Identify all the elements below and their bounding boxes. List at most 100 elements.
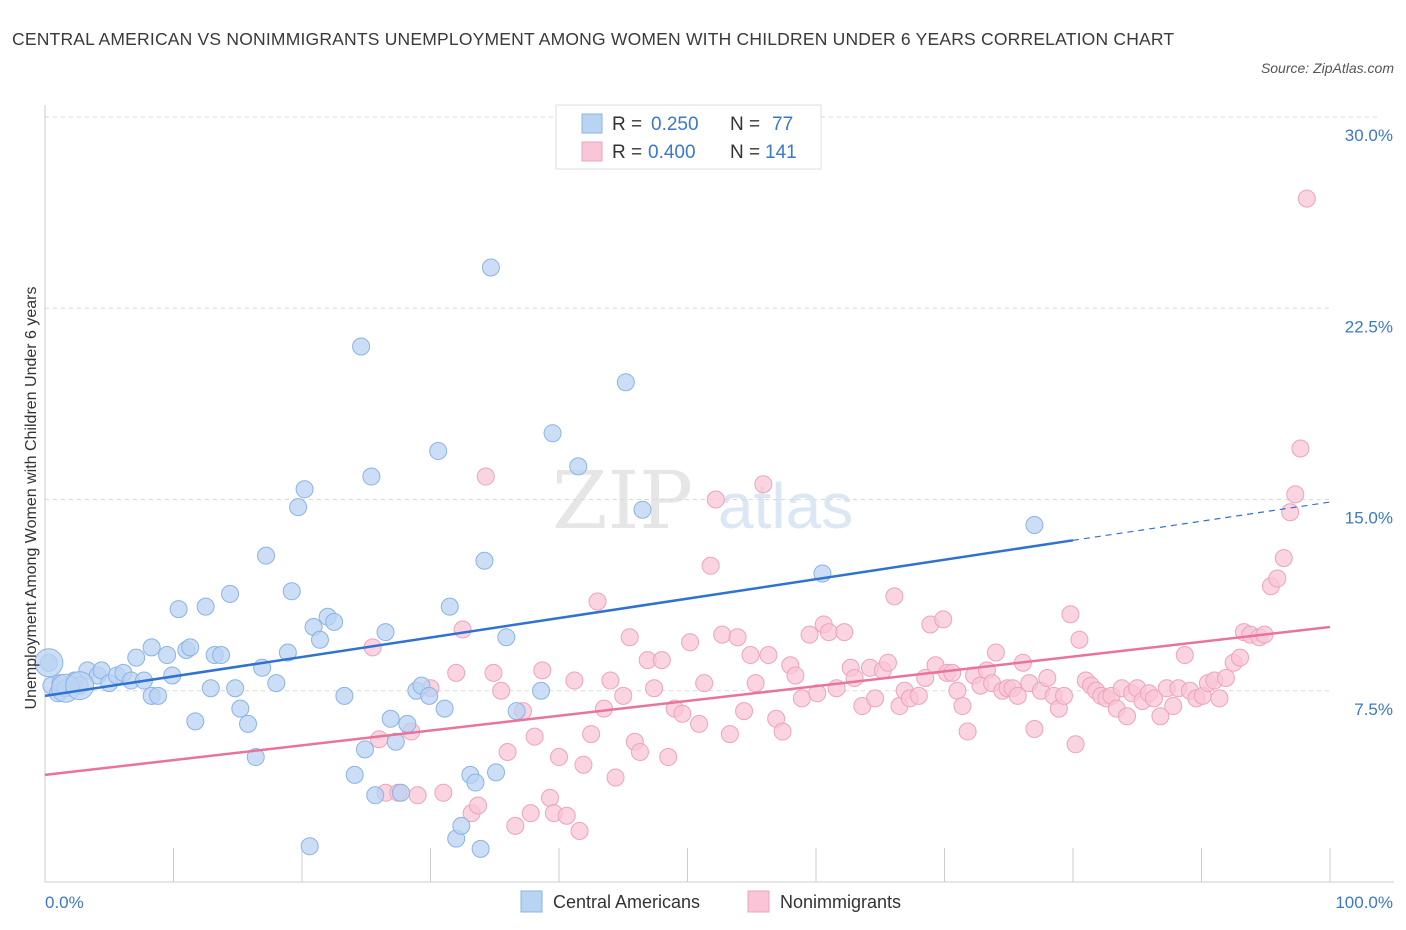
nonimmigrants-point bbox=[1008, 686, 1027, 705]
central-americans-point bbox=[289, 498, 308, 517]
nonimmigrants-point bbox=[878, 653, 897, 672]
nonimmigrants-point bbox=[1066, 735, 1085, 754]
central-americans-point bbox=[429, 442, 448, 461]
y-tick-label: 30.0% bbox=[1345, 126, 1393, 145]
central-americans-point bbox=[391, 783, 410, 802]
central-americans-point bbox=[352, 337, 371, 356]
central-americans-point bbox=[186, 712, 205, 731]
y-tick-label: 15.0% bbox=[1345, 509, 1393, 528]
nonimmigrants-point bbox=[885, 587, 904, 606]
nonimmigrants-point bbox=[476, 467, 495, 486]
central-americans-point bbox=[295, 480, 314, 499]
nonimmigrants-point bbox=[786, 666, 805, 685]
central-americans-point bbox=[475, 551, 494, 570]
axes bbox=[44, 105, 1394, 883]
central-americans-point bbox=[532, 681, 551, 700]
nonimmigrants-point bbox=[469, 796, 488, 815]
central-americans-point bbox=[452, 816, 471, 835]
nonimmigrants-point bbox=[948, 681, 967, 700]
nonimmigrants-point bbox=[909, 686, 928, 705]
central-americans-point bbox=[169, 600, 188, 619]
central-americans-point bbox=[325, 612, 344, 631]
nonimmigrants-point bbox=[588, 592, 607, 611]
nonimmigrants-point bbox=[741, 646, 760, 665]
nonimmigrants-point bbox=[1286, 485, 1305, 504]
central-americans-point bbox=[1025, 516, 1044, 534]
legend-n-label: N = bbox=[730, 142, 760, 163]
nonimmigrants-point bbox=[1297, 189, 1316, 208]
x-tick-labels: 0.0% 100.0% bbox=[45, 893, 1393, 912]
central-americans-point bbox=[471, 839, 490, 858]
nonimmigrants-point bbox=[582, 725, 601, 744]
nonimmigrants-point bbox=[525, 727, 544, 746]
central-americans-point bbox=[398, 714, 417, 733]
source-label: Source: ZipAtlas.com bbox=[1260, 60, 1394, 76]
nonimmigrants-point bbox=[1231, 648, 1250, 667]
nonimmigrants-point bbox=[570, 822, 589, 840]
nonimmigrants-point bbox=[773, 722, 792, 741]
nonimmigrants-point bbox=[630, 742, 649, 761]
bottom-legend-swatch-nonimmigrants bbox=[747, 890, 770, 913]
central-americans-point-large bbox=[65, 671, 95, 701]
nonimmigrants-point bbox=[866, 689, 885, 708]
nonimmigrants-point bbox=[1291, 439, 1310, 458]
central-americans-point bbox=[300, 837, 319, 856]
legend-r-label: R = bbox=[612, 142, 642, 163]
nonimmigrants-point bbox=[1070, 630, 1089, 649]
nonimmigrants-point bbox=[659, 748, 678, 767]
grid-lines bbox=[45, 116, 1380, 692]
central-americans-point bbox=[267, 674, 286, 693]
nonimmigrants-point bbox=[1164, 697, 1183, 716]
central-americans-trend-extension bbox=[1072, 501, 1331, 541]
top-legend: R = 0.250 N = 77 R = 0.400 N = 141 bbox=[555, 104, 822, 170]
nonimmigrants-point bbox=[1216, 669, 1235, 687]
central-americans-point bbox=[543, 424, 562, 443]
nonimmigrants-point bbox=[1061, 605, 1080, 624]
chart-title: CENTRAL AMERICAN VS NONIMMIGRANTS UNEMPL… bbox=[12, 29, 1175, 49]
nonimmigrants-point bbox=[953, 697, 972, 716]
bottom-legend: Central Americans Nonimmigrants bbox=[520, 890, 901, 913]
nonimmigrants-point bbox=[1025, 720, 1044, 738]
legend-swatch-central-americans bbox=[581, 113, 603, 134]
central-americans-point bbox=[181, 638, 200, 657]
central-americans-point bbox=[246, 748, 265, 767]
central-americans-point bbox=[569, 457, 588, 476]
central-americans-point bbox=[616, 373, 635, 392]
central-americans-point-large bbox=[34, 648, 64, 678]
central-americans-point bbox=[420, 686, 439, 705]
central-americans-point bbox=[487, 763, 506, 782]
central-americans-point bbox=[362, 467, 381, 486]
y-axis-label: Unemployment Among Women with Children U… bbox=[23, 286, 40, 709]
nonimmigrants-point bbox=[1038, 669, 1057, 687]
central-americans-point bbox=[201, 679, 220, 698]
nonimmigrants-point bbox=[370, 730, 389, 749]
nonimmigrants-point bbox=[606, 768, 625, 787]
legend-r-label: R = bbox=[612, 114, 642, 135]
nonimmigrants-point bbox=[681, 633, 700, 652]
nonimmigrants-point bbox=[492, 681, 511, 700]
central-americans-point bbox=[196, 597, 215, 616]
central-americans-point bbox=[507, 702, 526, 721]
central-americans-point bbox=[366, 786, 385, 805]
central-americans-point bbox=[127, 648, 146, 667]
central-americans-point bbox=[633, 500, 652, 519]
nonimmigrants-point bbox=[447, 663, 466, 682]
watermark-atlas: atlas bbox=[718, 470, 853, 542]
central-americans-point bbox=[376, 623, 395, 642]
central-americans-point bbox=[226, 679, 245, 698]
y-tick-labels: 7.5% 15.0% 22.5% 30.0% bbox=[1345, 126, 1393, 719]
nonimmigrants-trend-line bbox=[44, 625, 1331, 777]
nonimmigrants-point bbox=[1210, 689, 1229, 708]
central-americans-point bbox=[239, 714, 258, 733]
bottom-legend-nonimmigrants: Nonimmigrants bbox=[780, 892, 901, 912]
central-americans-point bbox=[355, 740, 374, 759]
nonimmigrants-point bbox=[434, 783, 453, 802]
central-americans-point bbox=[212, 646, 231, 665]
nonimmigrants-point bbox=[695, 674, 714, 693]
legend-swatch-nonimmigrants bbox=[581, 141, 603, 162]
nonimmigrants-point bbox=[484, 663, 503, 682]
central-americans-point bbox=[257, 546, 276, 565]
nonimmigrants-point bbox=[835, 623, 854, 642]
nonimmigrants-point bbox=[645, 679, 664, 698]
